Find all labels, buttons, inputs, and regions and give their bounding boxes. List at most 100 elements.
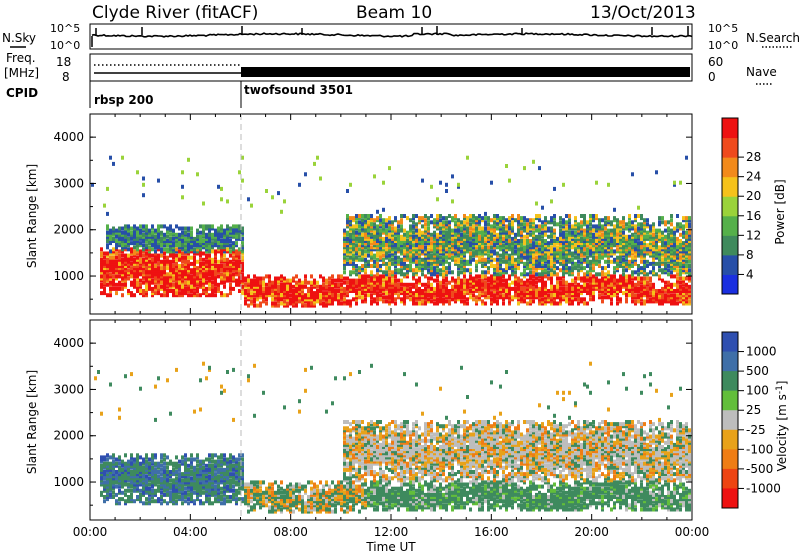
heatmap-cell [136,255,139,260]
heatmap-cell [460,249,463,254]
heatmap-cell [553,243,556,248]
heatmap-cell [532,159,535,164]
heatmap-cell [616,241,619,246]
heatmap-cell [649,278,652,283]
heatmap-cell [541,299,544,304]
heatmap-cell [445,270,448,275]
heatmap-cell [649,226,652,231]
heatmap-cell [379,245,382,250]
heatmap-cell [394,243,397,248]
heatmap-cell [322,301,325,306]
heatmap-cell [355,232,358,237]
heatmap-cell [547,226,550,231]
heatmap-cell [535,214,538,218]
heatmap-cell [202,280,205,285]
heatmap-cell [151,286,154,291]
heatmap-cell [616,255,619,260]
heatmap-cell [646,251,649,256]
heatmap-cell [196,293,199,298]
heatmap-cell [160,284,163,289]
heatmap-cell [550,291,553,296]
heatmap-cell [421,272,424,277]
heatmap-cell [610,278,613,283]
heatmap-cell [442,239,445,243]
heatmap-cell [646,293,649,298]
heatmap-cell [640,232,643,237]
heatmap-cell [271,195,274,200]
heatmap-cell [535,284,538,289]
heatmap-cell [616,301,619,306]
heatmap-cell [451,228,454,233]
heatmap-cell [628,264,631,268]
heatmap-cell [457,264,460,268]
heatmap-cell [664,266,667,271]
heatmap-cell [232,266,235,271]
heatmap-cell [538,295,541,300]
heatmap-cell [217,232,220,237]
heatmap-cell [352,289,355,293]
heatmap-cell [403,261,406,266]
heatmap-cell [571,230,574,235]
heatmap-cell [607,232,610,237]
heatmap-cell [187,278,190,283]
heatmap-cell [646,259,649,264]
heatmap-cell [427,289,430,293]
heatmap-cell [664,280,667,285]
heatmap-cell [661,268,664,273]
heatmap-cell [607,243,610,248]
heatmap-cell [418,249,421,254]
heatmap-cell [649,224,652,229]
heatmap-cell [199,270,202,275]
heatmap-cell [517,230,520,235]
heatmap-cell [382,249,385,254]
heatmap-cell [652,251,655,256]
heatmap-cell [637,266,640,271]
heatmap-cell [262,276,265,281]
heatmap-cell [547,249,550,254]
heatmap-cell [271,293,274,298]
heatmap-cell [610,249,613,254]
heatmap-cell [187,245,190,250]
heatmap-cell [382,291,385,296]
heatmap-cell [376,293,379,298]
heatmap-cell [385,295,388,300]
heatmap-cell [454,214,457,218]
heatmap-cell [532,291,535,296]
heatmap-cell [124,276,127,281]
heatmap-cell [436,218,439,223]
heatmap-cell [163,232,166,237]
heatmap-cell [217,226,220,231]
heatmap-cell [604,272,607,277]
heatmap-cell [178,253,181,258]
heatmap-cell [451,241,454,246]
heatmap-cell [190,280,193,285]
heatmap-cell [532,230,535,235]
heatmap-cell [391,243,394,248]
heatmap-cell [406,255,409,260]
heatmap-cell [166,249,169,254]
heatmap-cell [283,278,286,283]
heatmap-cell [460,253,463,258]
heatmap-cell [397,270,400,275]
heatmap-cell [208,266,211,271]
heatmap-cell [346,245,349,250]
heatmap-cell [454,299,457,304]
heatmap-cell [406,286,409,291]
heatmap-cell [361,257,364,262]
heatmap-cell [184,251,187,256]
heatmap-cell [175,274,178,279]
heatmap-cell [556,291,559,296]
heatmap-cell [115,255,118,260]
heatmap-cell [445,241,448,246]
heatmap-cell [328,276,331,281]
heatmap-cell [388,293,391,298]
heatmap-cell [235,249,238,254]
heatmap-cell [466,234,469,239]
heatmap-cell [208,224,211,229]
heatmap-cell [385,299,388,304]
heatmap-cell [424,295,427,300]
heatmap-cell [280,293,283,298]
heatmap-cell [592,261,595,266]
heatmap-cell [364,253,367,258]
heatmap-cell [628,276,631,281]
